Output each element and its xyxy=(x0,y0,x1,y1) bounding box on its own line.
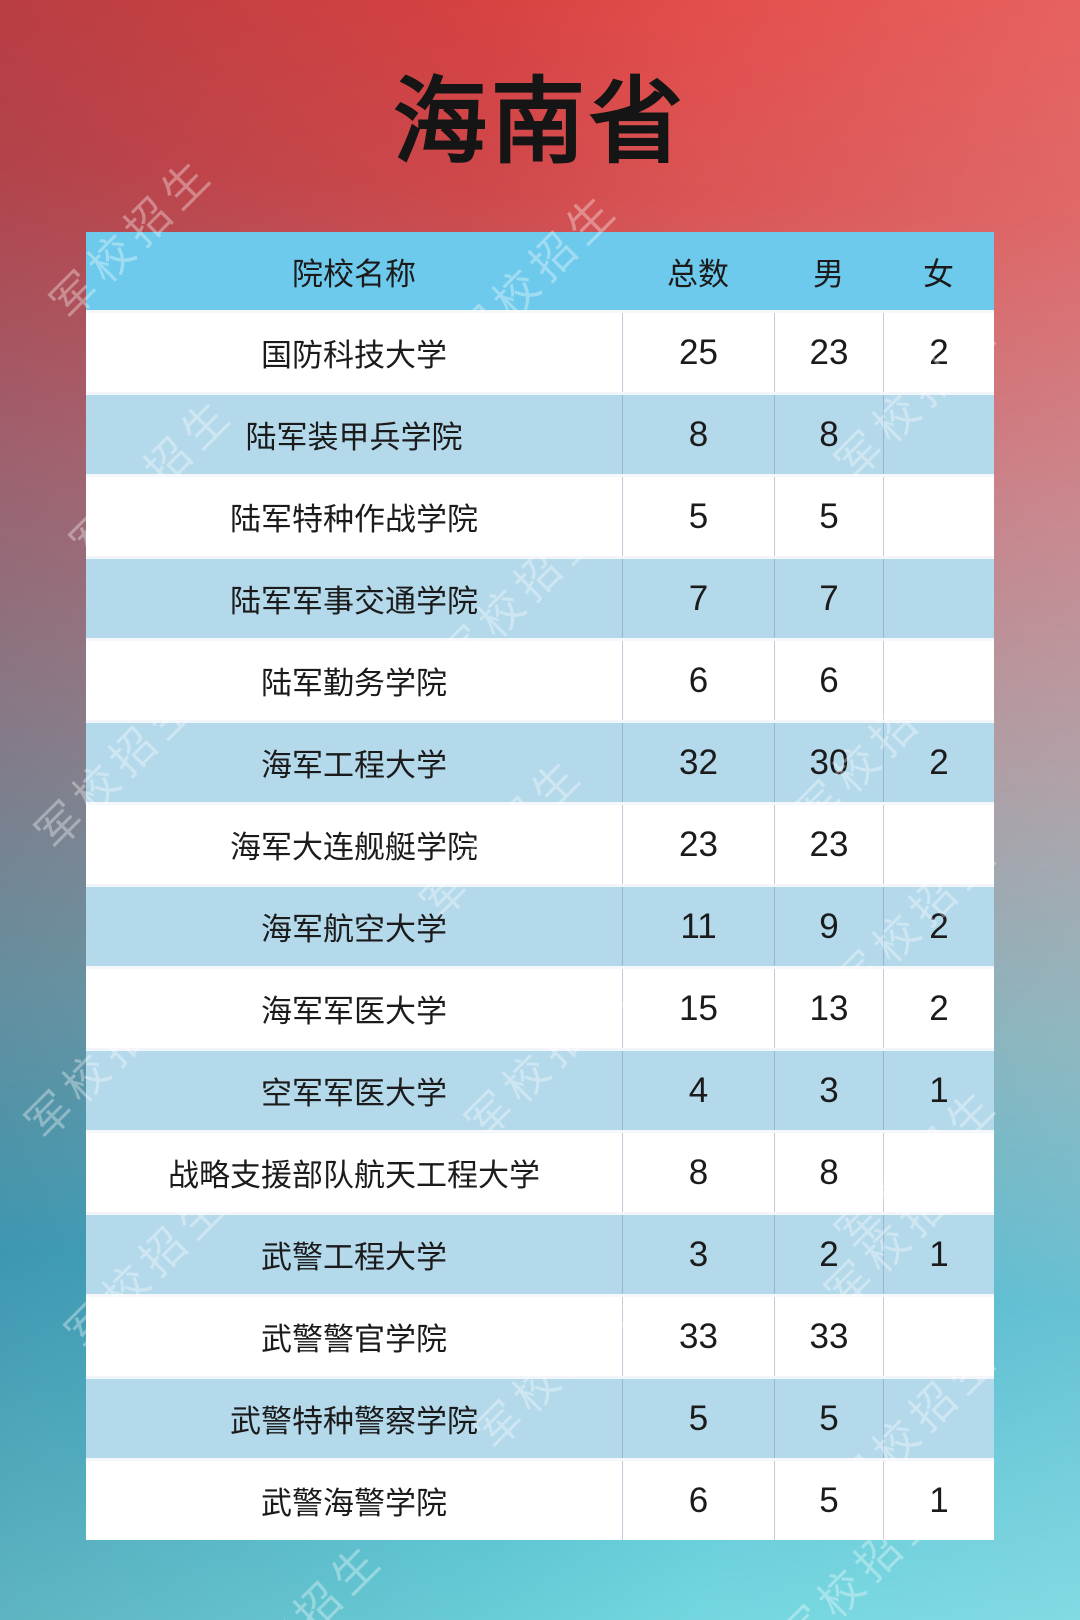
total-cell: 33 xyxy=(622,1297,774,1376)
school-name-cell: 海军航空大学 xyxy=(261,912,447,947)
table-row: 武警工程大学 3 2 1 xyxy=(86,1212,994,1294)
male-cell: 13 xyxy=(774,969,883,1048)
female-cell xyxy=(883,805,994,884)
school-name-cell: 陆军军事交通学院 xyxy=(230,584,478,619)
male-cell: 3 xyxy=(774,1051,883,1130)
school-name-cell: 陆军装甲兵学院 xyxy=(245,420,463,455)
male-cell: 23 xyxy=(774,313,883,392)
female-cell xyxy=(883,1379,994,1458)
female-cell xyxy=(883,1297,994,1376)
female-cell: 2 xyxy=(883,969,994,1048)
female-cell: 1 xyxy=(883,1461,994,1540)
female-cell: 1 xyxy=(883,1051,994,1130)
admissions-table: 院校名称 总数 男 女 国防科技大学 25 23 2 陆军装甲兵学院 8 8 陆… xyxy=(86,232,994,1540)
total-cell: 15 xyxy=(622,969,774,1048)
female-cell xyxy=(883,559,994,638)
school-name-cell: 武警海警学院 xyxy=(261,1486,447,1521)
table-row: 陆军勤务学院 6 6 xyxy=(86,638,994,720)
total-cell: 5 xyxy=(622,477,774,556)
school-name-cell: 海军大连舰艇学院 xyxy=(230,830,478,865)
total-cell: 6 xyxy=(622,641,774,720)
male-cell: 9 xyxy=(774,887,883,966)
male-cell: 33 xyxy=(774,1297,883,1376)
female-cell: 1 xyxy=(883,1215,994,1294)
table-row: 陆军军事交通学院 7 7 xyxy=(86,556,994,638)
female-cell: 2 xyxy=(883,313,994,392)
male-cell: 7 xyxy=(774,559,883,638)
school-name-cell: 武警警官学院 xyxy=(261,1322,447,1357)
school-name-cell: 空军军医大学 xyxy=(261,1076,447,1111)
table-row: 武警警官学院 33 33 xyxy=(86,1294,994,1376)
total-cell: 8 xyxy=(622,395,774,474)
male-cell: 2 xyxy=(774,1215,883,1294)
total-cell: 6 xyxy=(622,1461,774,1540)
total-cell: 8 xyxy=(622,1133,774,1212)
male-cell: 5 xyxy=(774,1461,883,1540)
male-cell: 8 xyxy=(774,1133,883,1212)
school-name-cell: 海军工程大学 xyxy=(261,748,447,783)
page-title: 海南省 xyxy=(392,69,687,174)
header-female: 女 xyxy=(923,256,954,292)
total-cell: 23 xyxy=(622,805,774,884)
table-row: 海军军医大学 15 13 2 xyxy=(86,966,994,1048)
table-row: 国防科技大学 25 23 2 xyxy=(86,310,994,392)
total-cell: 11 xyxy=(622,887,774,966)
total-cell: 5 xyxy=(622,1379,774,1458)
total-cell: 32 xyxy=(622,723,774,802)
male-cell: 30 xyxy=(774,723,883,802)
table-row: 武警海警学院 6 5 1 xyxy=(86,1458,994,1540)
table-row: 海军航空大学 11 9 2 xyxy=(86,884,994,966)
female-cell: 2 xyxy=(883,887,994,966)
total-cell: 4 xyxy=(622,1051,774,1130)
school-name-cell: 国防科技大学 xyxy=(261,338,447,373)
school-name-cell: 战略支援部队航天工程大学 xyxy=(168,1158,540,1193)
table-row: 海军工程大学 32 30 2 xyxy=(86,720,994,802)
female-cell xyxy=(883,477,994,556)
male-cell: 8 xyxy=(774,395,883,474)
female-cell: 2 xyxy=(883,723,994,802)
school-name-cell: 武警工程大学 xyxy=(261,1240,447,1275)
table-row: 陆军特种作战学院 5 5 xyxy=(86,474,994,556)
female-cell xyxy=(883,395,994,474)
total-cell: 3 xyxy=(622,1215,774,1294)
table-row: 武警特种警察学院 5 5 xyxy=(86,1376,994,1458)
school-name-cell: 陆军勤务学院 xyxy=(261,666,447,701)
total-cell: 25 xyxy=(622,313,774,392)
school-name-cell: 陆军特种作战学院 xyxy=(230,502,478,537)
table-body: 国防科技大学 25 23 2 陆军装甲兵学院 8 8 陆军特种作战学院 5 5 … xyxy=(86,310,994,1540)
header-school-name: 院校名称 xyxy=(292,256,416,292)
table-row: 陆军装甲兵学院 8 8 xyxy=(86,392,994,474)
total-cell: 7 xyxy=(622,559,774,638)
male-cell: 6 xyxy=(774,641,883,720)
table-row: 空军军医大学 4 3 1 xyxy=(86,1048,994,1130)
table-header-row: 院校名称 总数 男 女 xyxy=(86,232,994,310)
male-cell: 5 xyxy=(774,477,883,556)
header-total: 总数 xyxy=(667,256,729,292)
male-cell: 5 xyxy=(774,1379,883,1458)
female-cell xyxy=(883,1133,994,1212)
male-cell: 23 xyxy=(774,805,883,884)
table-row: 战略支援部队航天工程大学 8 8 xyxy=(86,1130,994,1212)
school-name-cell: 海军军医大学 xyxy=(261,994,447,1029)
female-cell xyxy=(883,641,994,720)
table-row: 海军大连舰艇学院 23 23 xyxy=(86,802,994,884)
header-male: 男 xyxy=(813,256,844,292)
school-name-cell: 武警特种警察学院 xyxy=(230,1404,478,1439)
